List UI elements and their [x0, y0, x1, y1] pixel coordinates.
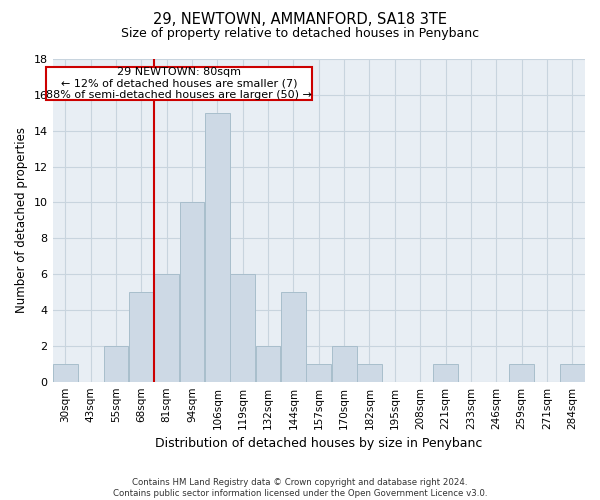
- Bar: [256, 346, 280, 382]
- Bar: [332, 346, 356, 382]
- Bar: [307, 364, 331, 382]
- Bar: [104, 346, 128, 382]
- X-axis label: Distribution of detached houses by size in Penybanc: Distribution of detached houses by size …: [155, 437, 482, 450]
- Bar: [560, 364, 585, 382]
- Bar: [357, 364, 382, 382]
- Bar: [129, 292, 154, 382]
- Text: Size of property relative to detached houses in Penybanc: Size of property relative to detached ho…: [121, 28, 479, 40]
- Bar: [154, 274, 179, 382]
- Y-axis label: Number of detached properties: Number of detached properties: [15, 128, 28, 314]
- Bar: [509, 364, 534, 382]
- Bar: [179, 202, 205, 382]
- Bar: [433, 364, 458, 382]
- Bar: [230, 274, 255, 382]
- Text: 29, NEWTOWN, AMMANFORD, SA18 3TE: 29, NEWTOWN, AMMANFORD, SA18 3TE: [153, 12, 447, 28]
- Bar: [53, 364, 77, 382]
- Bar: [281, 292, 306, 382]
- Text: Contains HM Land Registry data © Crown copyright and database right 2024.
Contai: Contains HM Land Registry data © Crown c…: [113, 478, 487, 498]
- Text: 29 NEWTOWN: 80sqm
← 12% of detached houses are smaller (7)
88% of semi-detached : 29 NEWTOWN: 80sqm ← 12% of detached hous…: [46, 66, 312, 100]
- Bar: [205, 113, 230, 382]
